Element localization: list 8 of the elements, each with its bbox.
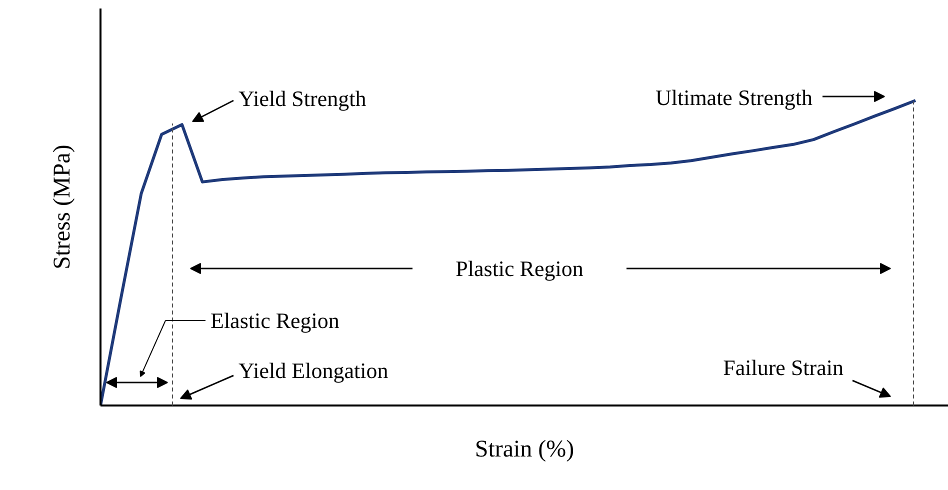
x-axis-title: Strain (%) — [474, 436, 574, 462]
annotation: Ultimate Strength — [655, 85, 812, 110]
annotation: Elastic Region — [210, 308, 340, 333]
annotation: Plastic Region — [456, 256, 584, 281]
y-axis-title: Stress (MPa) — [50, 144, 76, 270]
annotation: Yield Elongation — [238, 358, 388, 383]
annotation: Yield Strength — [238, 86, 366, 111]
annotation: Failure Strain — [723, 355, 844, 380]
